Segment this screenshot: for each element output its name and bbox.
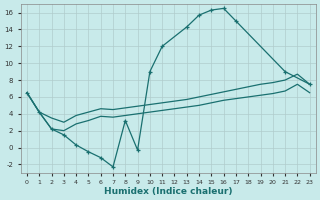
- X-axis label: Humidex (Indice chaleur): Humidex (Indice chaleur): [104, 187, 233, 196]
